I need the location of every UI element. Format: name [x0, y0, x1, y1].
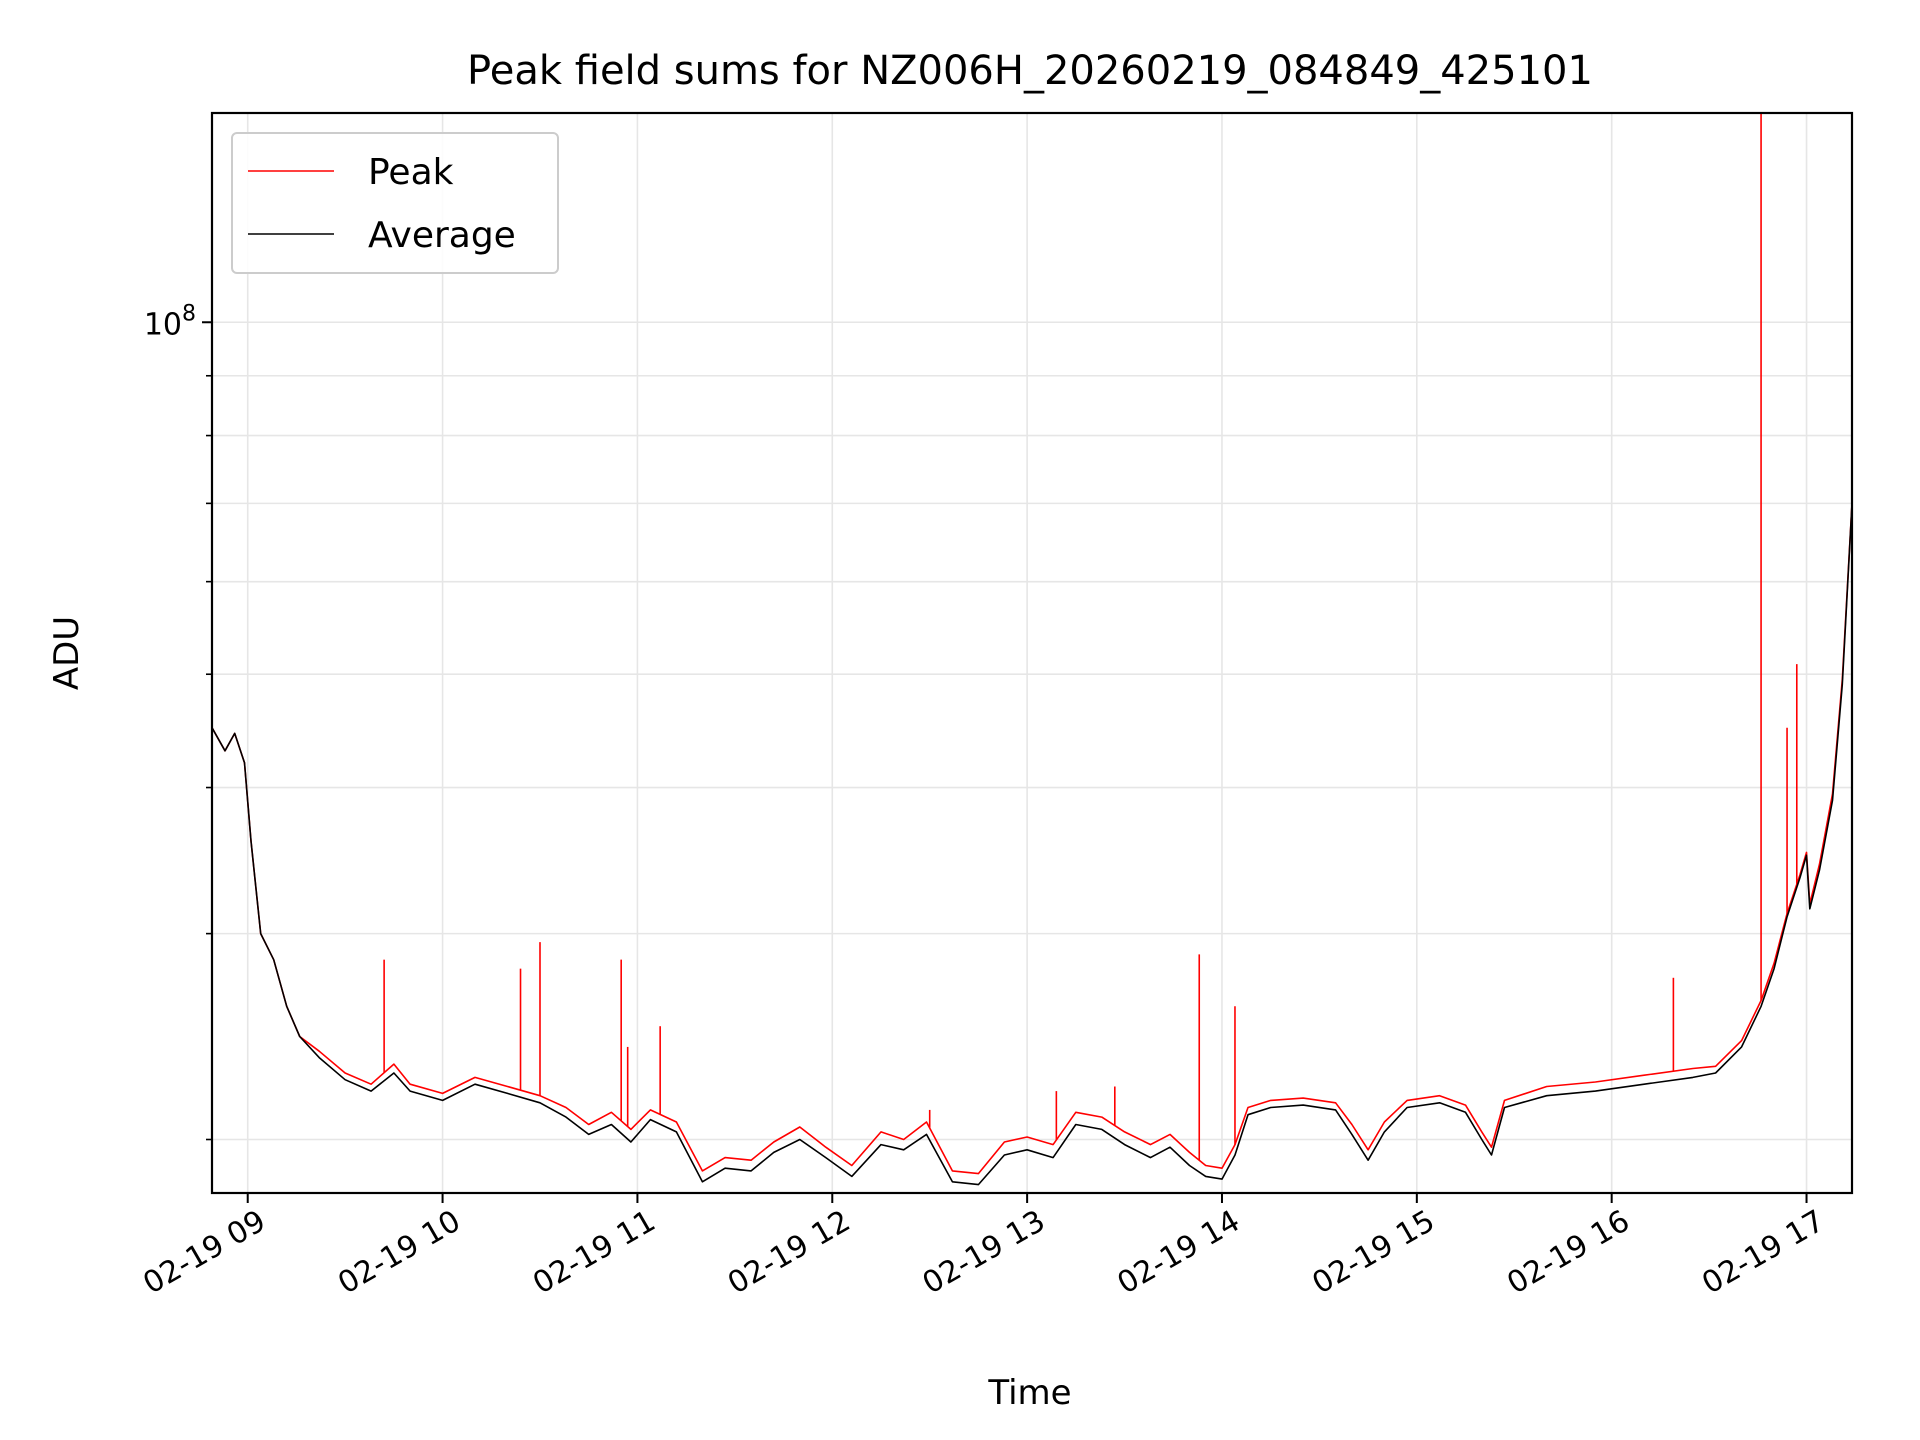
plot-frame [210, 111, 1854, 1195]
legend-label-peak: Peak [368, 152, 454, 193]
series-line-average [211, 503, 1853, 1186]
y-axis-label: ADU [47, 616, 87, 690]
series-average [211, 503, 1853, 1186]
grid [212, 113, 1852, 1193]
series-layer [211, 113, 1853, 1186]
legend-box [231, 132, 559, 274]
legend-label-average: Average [368, 215, 516, 256]
y-axis: 108 [144, 301, 212, 1141]
x-axis-label: Time [987, 1373, 1071, 1413]
series-peak [211, 113, 1853, 1175]
y-tick-label: 108 [144, 301, 196, 342]
legend: Peak Average [231, 132, 559, 274]
series-line-peak [211, 503, 1853, 1175]
chart-title: Peak field sums for NZ006H_20260219_0848… [467, 48, 1593, 94]
